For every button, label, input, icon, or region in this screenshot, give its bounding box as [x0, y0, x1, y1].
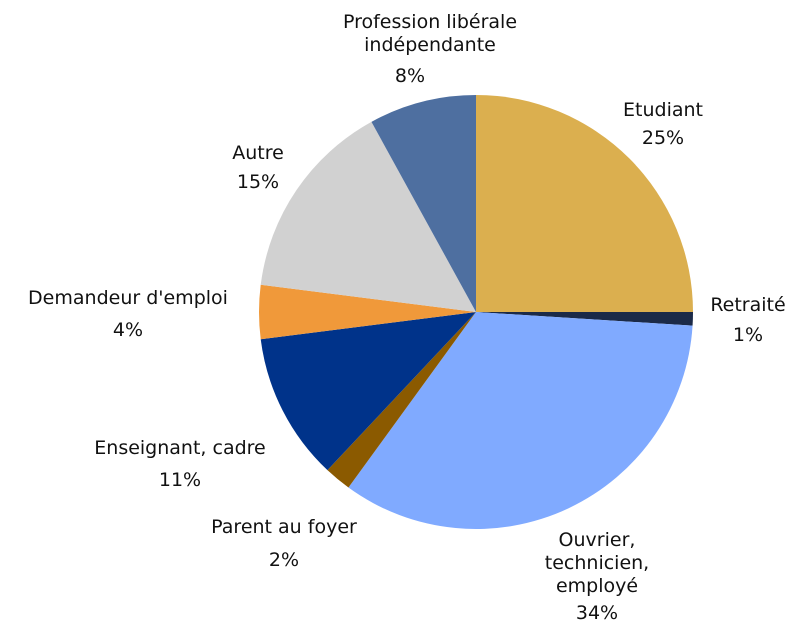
value-label: 1% — [732, 324, 764, 346]
slice-label: Retraité — [710, 294, 786, 316]
pie-slice — [260, 121, 476, 312]
value-label: 25% — [641, 127, 685, 149]
slice-label: Ouvrier, technicien, employé — [544, 529, 650, 597]
pie-slice — [327, 312, 476, 488]
pie-slice — [260, 312, 476, 471]
slice-label: Demandeur d'emploi — [28, 287, 228, 309]
slice-label: Enseignant, cadre — [94, 437, 266, 459]
slice-label: Etudiant — [623, 99, 703, 121]
value-label: 34% — [575, 602, 619, 624]
pie-slice — [259, 284, 476, 340]
pie-slice — [348, 312, 693, 529]
value-label: 4% — [112, 319, 144, 341]
value-label: 2% — [268, 549, 300, 571]
slice-label: Parent au foyer — [211, 516, 357, 538]
pie-slice — [476, 312, 693, 326]
value-label: 8% — [394, 65, 426, 87]
pie-slice — [371, 95, 476, 312]
pie-slice — [476, 95, 693, 312]
value-label: 11% — [158, 469, 202, 491]
slice-label: Profession libérale indépendante — [342, 11, 518, 56]
value-label: 15% — [236, 171, 280, 193]
slice-label: Autre — [232, 142, 284, 164]
